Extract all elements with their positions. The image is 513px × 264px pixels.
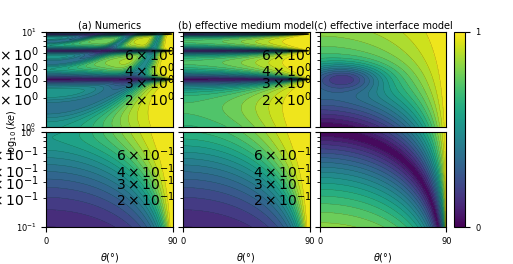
Title: (b) effective medium model: (b) effective medium model bbox=[178, 21, 314, 31]
X-axis label: $\theta$(°): $\theta$(°) bbox=[373, 251, 393, 264]
X-axis label: $\theta$(°): $\theta$(°) bbox=[236, 251, 256, 264]
Title: (c) effective interface model: (c) effective interface model bbox=[313, 21, 452, 31]
Title: (a) Numerics: (a) Numerics bbox=[78, 21, 141, 31]
Text: $\log_{10}(ke)$: $\log_{10}(ke)$ bbox=[5, 109, 19, 155]
X-axis label: $\theta$(°): $\theta$(°) bbox=[100, 251, 119, 264]
